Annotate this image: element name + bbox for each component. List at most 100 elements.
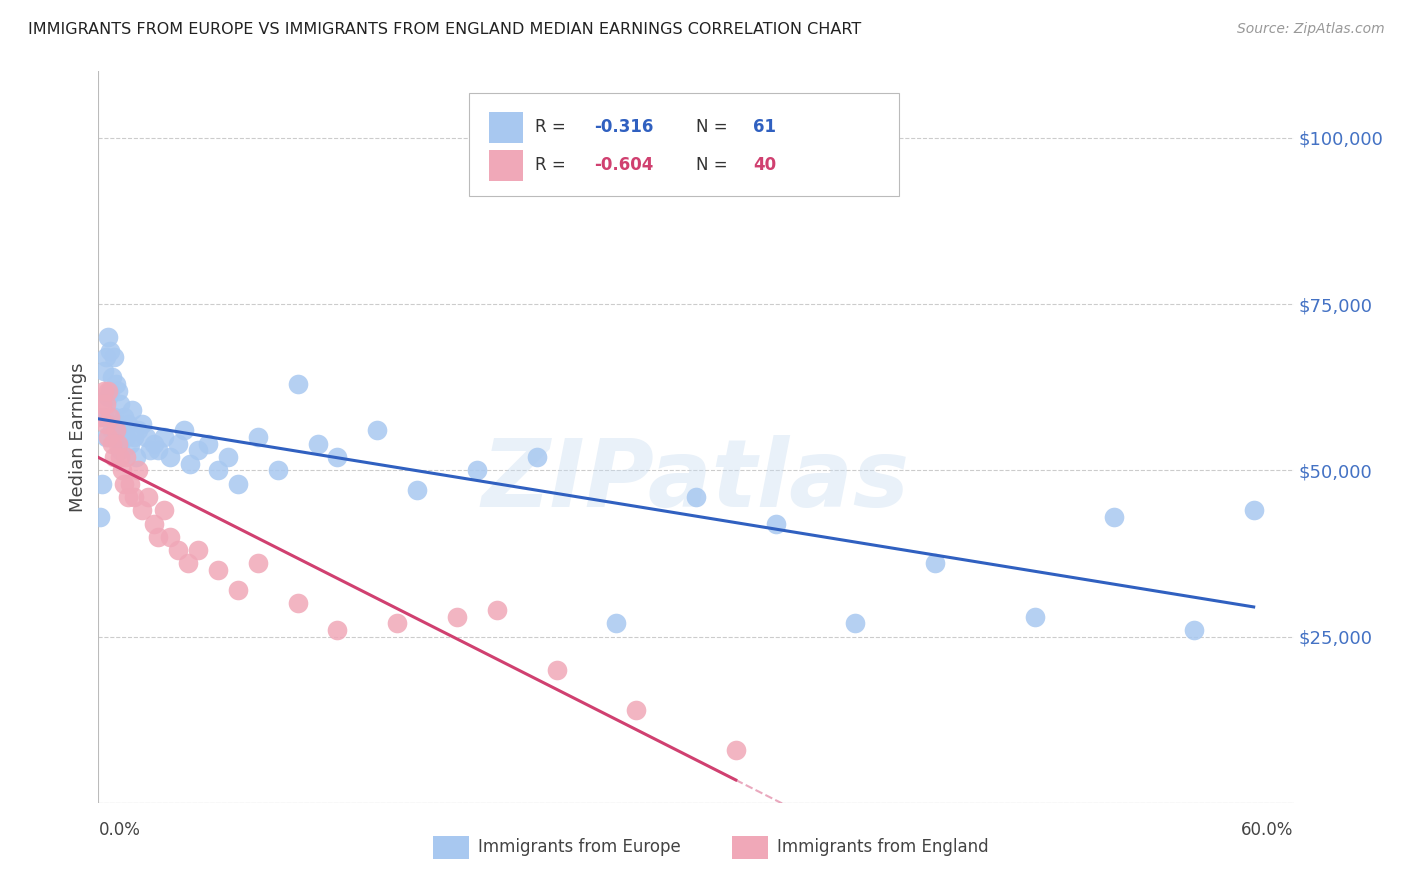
- Point: [446, 609, 468, 624]
- Point: [246, 557, 269, 571]
- Point: [143, 516, 166, 531]
- Point: [91, 476, 114, 491]
- Text: Source: ZipAtlas.com: Source: ZipAtlas.com: [1237, 22, 1385, 37]
- Text: N =: N =: [696, 119, 733, 136]
- Point: [103, 410, 125, 425]
- Point: [246, 430, 269, 444]
- Text: 61: 61: [754, 119, 776, 136]
- Point: [685, 490, 707, 504]
- Point: [139, 443, 162, 458]
- Point: [127, 463, 149, 477]
- Text: R =: R =: [534, 119, 571, 136]
- Point: [97, 384, 120, 398]
- FancyBboxPatch shape: [733, 836, 768, 859]
- Point: [148, 443, 170, 458]
- Point: [101, 424, 124, 438]
- Point: [153, 503, 176, 517]
- Point: [107, 384, 129, 398]
- Point: [217, 450, 239, 464]
- Point: [287, 376, 309, 391]
- Point: [136, 490, 159, 504]
- Point: [167, 543, 190, 558]
- Point: [226, 476, 249, 491]
- Point: [1104, 509, 1126, 524]
- Point: [326, 450, 349, 464]
- Text: IMMIGRANTS FROM EUROPE VS IMMIGRANTS FROM ENGLAND MEDIAN EARNINGS CORRELATION CH: IMMIGRANTS FROM EUROPE VS IMMIGRANTS FRO…: [28, 22, 862, 37]
- FancyBboxPatch shape: [489, 150, 523, 181]
- Text: ZIPatlas: ZIPatlas: [482, 435, 910, 527]
- Point: [110, 450, 132, 464]
- Point: [366, 424, 388, 438]
- Point: [91, 397, 114, 411]
- Point: [1024, 609, 1046, 624]
- Point: [97, 390, 120, 404]
- Text: R =: R =: [534, 156, 571, 175]
- Point: [105, 424, 128, 438]
- Point: [131, 503, 153, 517]
- Point: [226, 582, 249, 597]
- Point: [125, 450, 148, 464]
- Y-axis label: Median Earnings: Median Earnings: [69, 362, 87, 512]
- Point: [724, 742, 747, 756]
- Point: [526, 450, 548, 464]
- Point: [120, 476, 142, 491]
- Point: [93, 363, 115, 377]
- Point: [111, 424, 134, 438]
- FancyBboxPatch shape: [470, 94, 900, 195]
- Text: 60.0%: 60.0%: [1241, 821, 1294, 839]
- Point: [465, 463, 488, 477]
- Point: [485, 603, 508, 617]
- Point: [117, 490, 139, 504]
- Point: [187, 543, 209, 558]
- Point: [97, 330, 120, 344]
- Point: [107, 417, 129, 431]
- Point: [127, 424, 149, 438]
- Point: [103, 450, 125, 464]
- Point: [112, 476, 135, 491]
- Point: [131, 417, 153, 431]
- Point: [148, 530, 170, 544]
- Point: [103, 351, 125, 365]
- Point: [98, 410, 122, 425]
- Point: [89, 410, 111, 425]
- Point: [115, 450, 138, 464]
- Point: [97, 430, 120, 444]
- Point: [626, 703, 648, 717]
- Point: [159, 450, 181, 464]
- Point: [187, 443, 209, 458]
- Text: Immigrants from Europe: Immigrants from Europe: [478, 838, 682, 856]
- Point: [111, 463, 134, 477]
- Point: [96, 417, 118, 431]
- Point: [385, 616, 409, 631]
- Text: 0.0%: 0.0%: [98, 821, 141, 839]
- Point: [1182, 623, 1205, 637]
- Point: [107, 436, 129, 450]
- FancyBboxPatch shape: [489, 112, 523, 143]
- Point: [115, 430, 138, 444]
- Point: [98, 343, 122, 358]
- Point: [765, 516, 787, 531]
- Text: -0.316: -0.316: [595, 119, 654, 136]
- Point: [93, 410, 115, 425]
- Text: 40: 40: [754, 156, 776, 175]
- Point: [143, 436, 166, 450]
- Point: [121, 403, 143, 417]
- Point: [96, 351, 118, 365]
- Point: [167, 436, 190, 450]
- Point: [844, 616, 866, 631]
- Point: [101, 436, 124, 450]
- Point: [326, 623, 349, 637]
- Point: [124, 490, 146, 504]
- Point: [101, 370, 124, 384]
- Point: [124, 430, 146, 444]
- Point: [177, 557, 200, 571]
- Point: [287, 596, 309, 610]
- Text: Immigrants from England: Immigrants from England: [778, 838, 988, 856]
- Point: [197, 436, 219, 450]
- Point: [267, 463, 290, 477]
- Point: [605, 616, 627, 631]
- Point: [307, 436, 329, 450]
- Point: [153, 430, 176, 444]
- Point: [98, 384, 122, 398]
- Point: [1243, 503, 1265, 517]
